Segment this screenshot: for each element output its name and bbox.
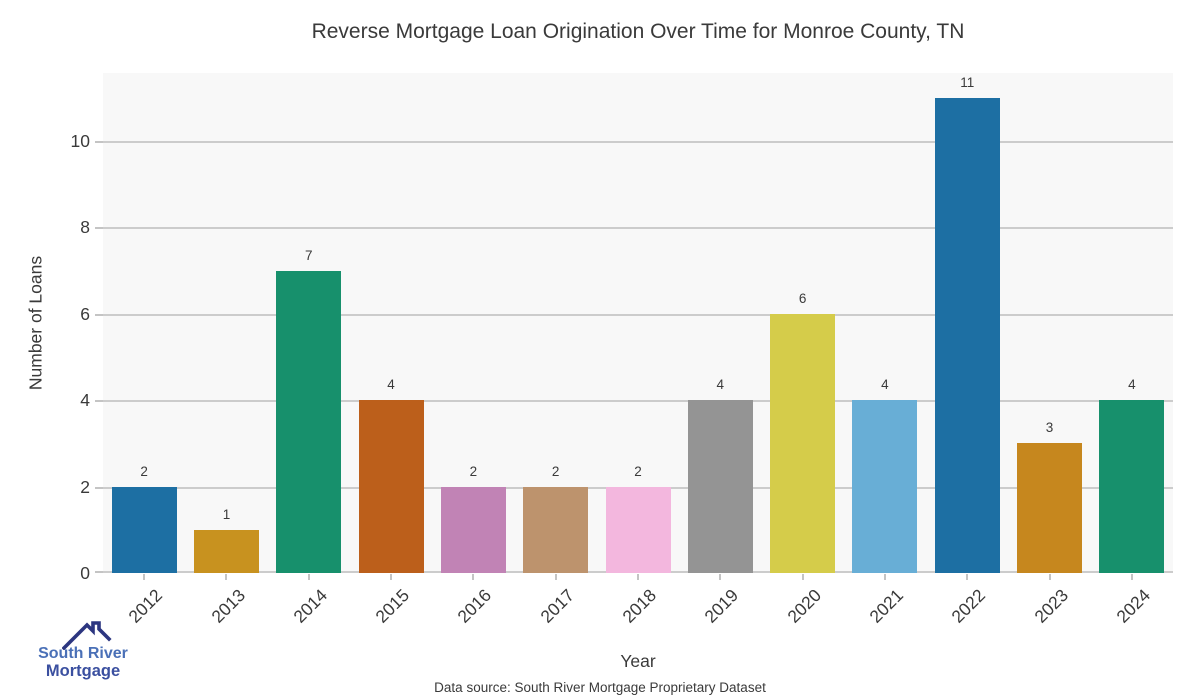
y-tick-mark xyxy=(95,571,103,573)
x-tick-mark xyxy=(1048,574,1051,580)
bar-2013 xyxy=(193,529,259,573)
x-tick-mark xyxy=(801,574,804,580)
x-tick-mark xyxy=(143,574,146,580)
x-tick-label: 2016 xyxy=(453,585,496,627)
gridline xyxy=(103,313,1173,316)
bar-2015 xyxy=(358,400,424,573)
x-tick-label: 2014 xyxy=(289,585,331,627)
x-tick-mark xyxy=(883,574,886,580)
y-tick-label: 6 xyxy=(80,303,90,324)
x-tick-mark xyxy=(554,574,557,580)
y-tick-mark xyxy=(95,227,103,230)
x-tick-mark xyxy=(1130,574,1133,580)
y-tick-mark xyxy=(95,400,103,403)
x-tick-label: 2013 xyxy=(206,585,249,627)
bar-value-label: 4 xyxy=(1128,377,1136,393)
x-tick-label: 2023 xyxy=(1029,585,1072,627)
x-tick-mark xyxy=(390,574,393,580)
x-tick-label: 2020 xyxy=(783,585,825,627)
x-tick-label: 2018 xyxy=(618,585,661,627)
bar-2018 xyxy=(605,486,671,573)
x-tick-mark xyxy=(225,574,228,580)
bar-value-label: 2 xyxy=(140,463,148,479)
bar-2016 xyxy=(440,486,506,573)
x-tick-label: 2022 xyxy=(947,585,990,627)
y-tick-mark xyxy=(95,313,103,316)
logo-text-line1: South River xyxy=(38,645,128,662)
bar-2022 xyxy=(934,97,1000,573)
bar-value-label: 6 xyxy=(798,290,807,306)
bar-value-label: 4 xyxy=(881,377,889,393)
x-tick-mark xyxy=(472,574,475,580)
gridline xyxy=(103,140,1173,143)
bar-value-label: 7 xyxy=(305,247,313,263)
y-tick-label: 0 xyxy=(80,563,90,583)
bar-2023 xyxy=(1017,443,1083,573)
bar-2020 xyxy=(770,313,836,573)
south-river-mortgage-logo: South River Mortgage xyxy=(18,616,148,688)
x-tick-label: 2015 xyxy=(371,585,414,627)
x-axis-label: Year xyxy=(620,651,656,671)
bar-value-label: 2 xyxy=(634,463,642,479)
plot-area: 2 1 7 4 2 2 2 4 6 4 11 3 4 xyxy=(103,73,1173,573)
bar-value-label: 4 xyxy=(716,377,725,393)
bar-value-label: 1 xyxy=(222,506,231,522)
house-roof-icon xyxy=(62,621,112,650)
bar-value-label: 3 xyxy=(1045,420,1054,436)
x-tick-mark xyxy=(307,574,310,580)
x-tick-mark xyxy=(966,574,969,580)
x-tick-label: 2024 xyxy=(1112,585,1154,627)
bar-2017 xyxy=(523,486,589,573)
gridline xyxy=(103,227,1173,230)
roof-path xyxy=(62,621,112,650)
x-tick-label: 2021 xyxy=(865,585,908,627)
bar-2012 xyxy=(111,486,177,573)
x-tick-label: 2017 xyxy=(536,585,578,627)
y-tick-label: 10 xyxy=(70,130,90,151)
chart-title: Reverse Mortgage Loan Origination Over T… xyxy=(311,20,965,43)
x-tick-mark xyxy=(719,574,722,580)
y-tick-mark xyxy=(95,486,103,489)
y-tick-mark xyxy=(95,140,103,143)
y-tick-label: 4 xyxy=(80,390,90,411)
y-tick-label: 8 xyxy=(80,217,90,238)
bar-2024 xyxy=(1099,400,1165,573)
logo-text-line2: Mortgage xyxy=(45,662,121,680)
data-source-note: Data source: South River Mortgage Propri… xyxy=(434,680,766,695)
x-tick-mark xyxy=(637,574,639,580)
x-tick-label: 2019 xyxy=(700,585,743,627)
bar-value-label: 2 xyxy=(469,463,478,479)
bar-2019 xyxy=(687,400,753,573)
bar-2014 xyxy=(276,270,342,573)
bar-value-label: 4 xyxy=(387,377,395,393)
gridline xyxy=(103,400,1173,403)
y-tick-label: 2 xyxy=(80,476,90,497)
bar-value-label: 2 xyxy=(551,463,560,479)
bar-2021 xyxy=(852,400,918,573)
bar-value-label: 11 xyxy=(960,74,975,90)
